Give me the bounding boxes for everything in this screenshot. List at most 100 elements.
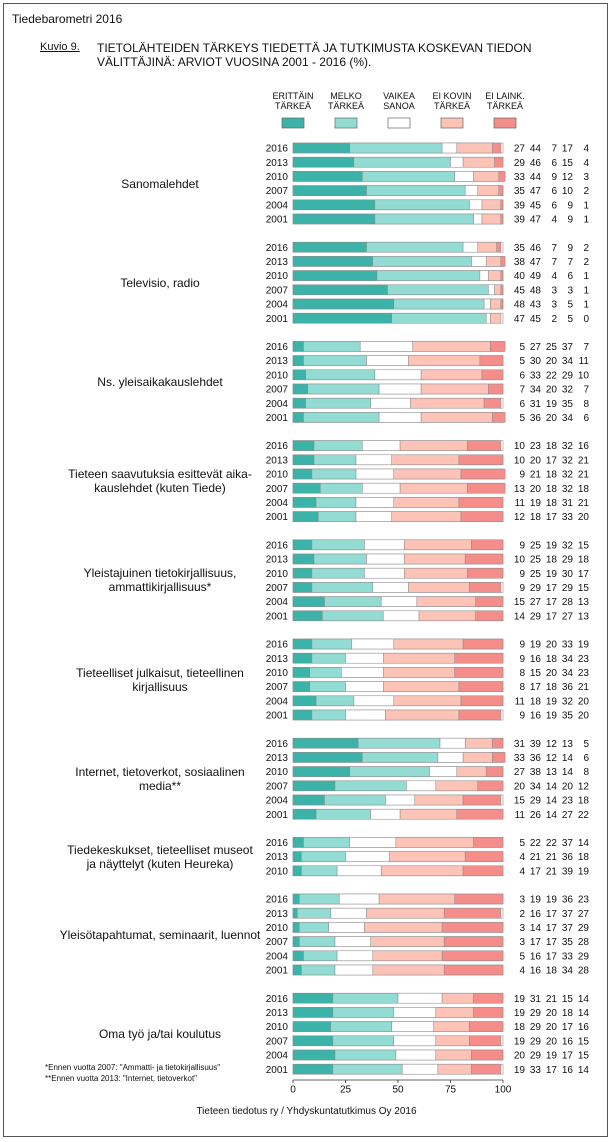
value-label: 21 (530, 470, 542, 481)
bar-segment (473, 171, 500, 182)
value-label: 31 (530, 994, 542, 1005)
year-label: 2001 (266, 1065, 289, 1076)
value-label: 25 (530, 555, 542, 566)
value-label: 36 (562, 852, 574, 863)
bar-segment (399, 482, 468, 494)
year-label: 2004 (266, 597, 289, 608)
bar-segment (366, 907, 445, 919)
value-label: 27 (562, 611, 574, 622)
bar-segment (433, 1021, 470, 1032)
value-label: 8 (519, 668, 525, 679)
value-label: 14 (514, 611, 526, 622)
value-label: 3 (583, 172, 589, 183)
bar-segment (292, 468, 313, 480)
bar-segment (490, 341, 506, 352)
year-label: 2007 (266, 781, 289, 792)
bar-segment (292, 907, 298, 919)
value-label: 20 (578, 711, 590, 722)
bar-segment (292, 1021, 332, 1032)
value-label: 4 (519, 866, 525, 877)
bar-segment (378, 383, 422, 395)
bar-segment (485, 312, 491, 324)
value-label: 5 (519, 838, 525, 849)
value-label: 1 (583, 215, 589, 226)
chart-title: TIETOLÄHTEIDEN TÄRKEYS TIEDETTÄ JA TUTKI… (97, 41, 532, 69)
legend-swatch (334, 117, 358, 129)
x-tick-label: 0 (290, 1085, 296, 1096)
value-label: 10 (578, 370, 590, 381)
value-label: 18 (546, 555, 558, 566)
bar-segment (385, 709, 460, 721)
bar-segment (437, 1063, 472, 1075)
value-label: 19 (546, 1051, 558, 1062)
year-label: 2016 (266, 342, 289, 353)
value-label: 20 (546, 413, 558, 424)
bar-segment (292, 567, 313, 579)
year-label: 2001 (266, 512, 289, 523)
year-label: 2016 (266, 144, 289, 155)
value-label: 20 (546, 385, 558, 396)
bar-segment (383, 681, 460, 692)
bar-segment (292, 737, 359, 749)
value-label: 16 (530, 654, 542, 665)
year-label: 2010 (266, 271, 289, 282)
bar-segment (292, 681, 311, 692)
value-label: 4 (583, 144, 589, 155)
value-label: 17 (546, 1065, 558, 1076)
value-label: 9 (567, 215, 573, 226)
group-label: Internet, tietoverkot, sosiaalinen media… (75, 764, 245, 793)
value-label: 45 (514, 285, 526, 296)
value-label: 37 (562, 838, 574, 849)
bar-segment (500, 298, 504, 310)
bar-segment (332, 1007, 395, 1018)
bar-segment (292, 341, 304, 352)
bar-segment (471, 1063, 502, 1075)
bar-segment (305, 369, 376, 381)
value-label: 17 (546, 923, 558, 934)
value-label: 1 (583, 300, 589, 311)
bar-segment (299, 893, 340, 905)
bar-segment (364, 922, 443, 933)
value-label: 33 (530, 1065, 542, 1076)
value-label: 9 (519, 711, 525, 722)
bar-segment (292, 1049, 336, 1061)
value-label: 20 (530, 455, 542, 466)
bar-segment (393, 468, 462, 480)
bar-segment (454, 667, 504, 678)
value-label: 20 (546, 1036, 558, 1047)
group-label: Tieteelliset julkaisut, tieteellinen kir… (76, 665, 244, 694)
value-label: 17 (562, 1051, 574, 1062)
value-label: 21 (530, 852, 542, 863)
value-label: 13 (514, 484, 526, 495)
value-label: 8 (583, 767, 589, 778)
value-label: 17 (546, 455, 558, 466)
bar-segment (355, 497, 395, 508)
bar-segment (292, 454, 315, 466)
value-label: 10 (514, 555, 526, 566)
value-label: 48 (514, 300, 526, 311)
bar-segment (454, 652, 504, 664)
bar-segment (435, 1049, 472, 1061)
bar-segment (324, 794, 386, 806)
value-label: 20 (578, 696, 590, 707)
bar-segment (500, 270, 504, 281)
note: **Ennen vuotta 2013: "Internet, tietover… (45, 1074, 197, 1083)
bar-segment (460, 468, 506, 480)
value-label: 25 (546, 342, 558, 353)
value-label: 11 (579, 356, 590, 367)
value-label: 19 (514, 994, 526, 1005)
value-label: 18 (546, 682, 558, 693)
bar-segment (292, 964, 302, 976)
bar-segment (292, 497, 317, 508)
value-label: 11 (515, 696, 526, 707)
value-label: 49 (530, 271, 542, 282)
value-label: 17 (546, 937, 558, 948)
value-label: 20 (546, 1008, 558, 1019)
value-label: 23 (562, 796, 574, 807)
bar-segment (473, 837, 504, 848)
bar-segment (292, 596, 325, 607)
value-label: 16 (578, 1022, 590, 1033)
value-label: 47 (530, 215, 542, 226)
value-label: 27 (514, 144, 526, 155)
value-label: 9 (519, 569, 525, 580)
